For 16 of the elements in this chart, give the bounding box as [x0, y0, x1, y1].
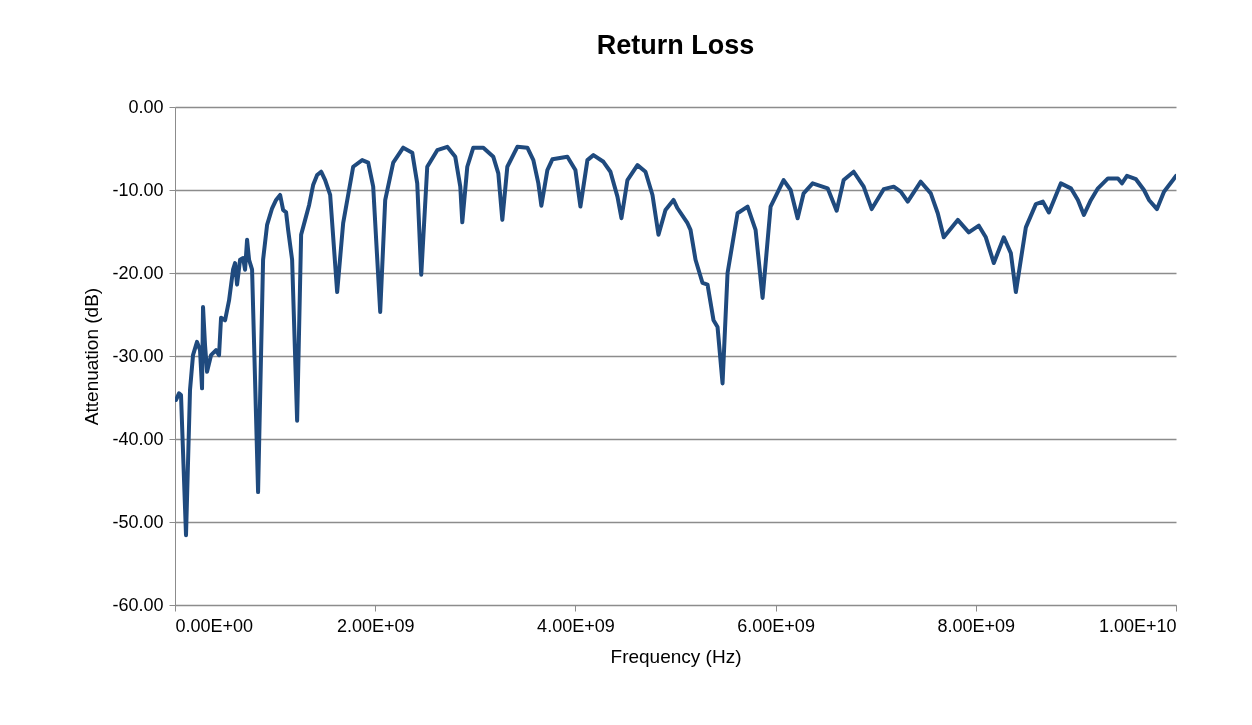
- x-tick-label: 0.00E+00: [175, 615, 254, 636]
- x-tick-label: 6.00E+09: [737, 615, 815, 636]
- y-tick-label: -30.00: [112, 345, 164, 366]
- y-tick-label: -20.00: [112, 262, 164, 283]
- y-axis-title: Attenuation (dB): [81, 287, 103, 426]
- y-tick-label: -50.00: [112, 511, 164, 532]
- chart-title: Return Loss: [596, 30, 755, 60]
- x-tick-label: 4.00E+09: [537, 615, 615, 636]
- y-tick-label: -10.00: [112, 179, 164, 200]
- x-axis-title: Frequency (Hz): [610, 645, 742, 667]
- y-tick-label: -60.00: [112, 594, 164, 615]
- y-tick-label: -40.00: [112, 428, 164, 449]
- x-tick-label: 8.00E+09: [937, 615, 1016, 636]
- x-tick-label: 2.00E+09: [336, 615, 415, 636]
- x-tick-label: 1.00E+10: [1098, 615, 1177, 636]
- y-tick-label: 0.00: [128, 96, 164, 117]
